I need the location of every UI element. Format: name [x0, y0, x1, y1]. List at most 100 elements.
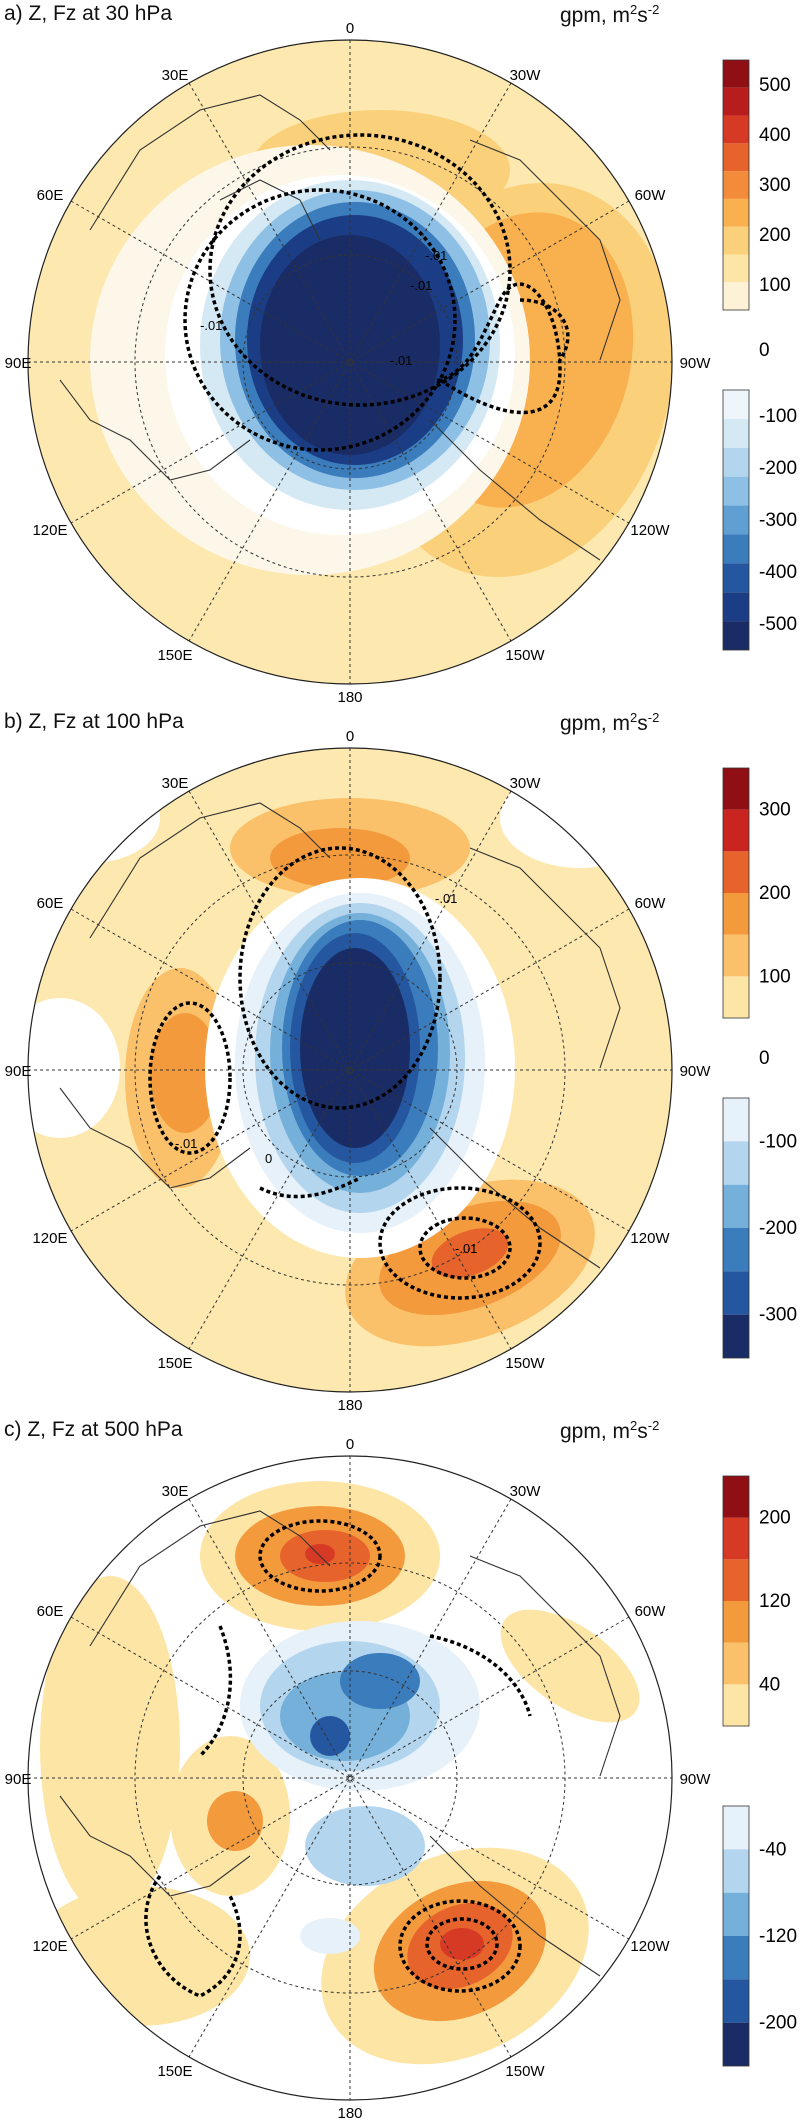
colorbar-swatch [723, 534, 749, 564]
colorbar-swatch [723, 1601, 749, 1643]
colorbar-tick: -300 [759, 510, 797, 531]
colorbar-swatch [723, 447, 749, 477]
map-rim [27, 1455, 673, 2101]
lon-label: 30W [510, 775, 542, 792]
lon-label: 180 [337, 2105, 362, 2121]
contour-label: -.01 [410, 278, 432, 293]
contour-label: -.01 [390, 353, 412, 368]
lon-label: 90W [680, 355, 712, 372]
colorbar-zero: 0 [759, 340, 770, 361]
lon-label: 90E [5, 1063, 32, 1080]
lon-label: 60E [37, 187, 64, 204]
contour-label: -.01 [200, 318, 222, 333]
colorbar-swatch [723, 563, 749, 593]
colorbar-swatch [723, 1979, 749, 2023]
colorbar-tick: 300 [759, 800, 791, 821]
lon-label: 150E [157, 647, 192, 664]
colorbar-swatch [723, 592, 749, 622]
colorbar-swatch [723, 1184, 749, 1228]
colorbar-swatch [723, 1141, 749, 1185]
lon-label: 90E [5, 355, 32, 372]
lon-label: 120E [32, 1230, 67, 1247]
polar-map-svg: 0 30W 60W 90W 120W 150W 180 150E 120E 90… [5, 1436, 797, 2121]
colorbar-tick: -300 [759, 1305, 797, 1326]
lon-label: 60E [37, 895, 64, 912]
colorbar-swatch [723, 226, 749, 255]
panel-title: a) Z, Fz at 30 hPa [4, 2, 173, 25]
colorbar-frame [722, 389, 750, 651]
panel-title: b) Z, Fz at 100 hPa [4, 710, 184, 733]
fz-contours [144, 1519, 532, 1998]
lon-label: 90W [680, 1063, 712, 1080]
fz-contours [183, 133, 570, 452]
colorbar-tick: -200 [759, 2013, 797, 2034]
lon-label: 0 [346, 728, 354, 745]
colorbar-swatch [723, 851, 749, 893]
colorbar-swatch [723, 1849, 749, 1893]
colorbar-tick: 500 [759, 75, 791, 96]
colorbar-swatch [723, 143, 749, 172]
colorbar-swatch [723, 1228, 749, 1272]
map-rim [27, 39, 673, 685]
colorbar-frame [722, 1805, 750, 2067]
units-label: gpm, m2s-2 [560, 710, 660, 735]
colorbar-tick: -200 [759, 1218, 797, 1239]
colorbar-tick: -100 [759, 406, 797, 427]
panel-title: c) Z, Fz at 500 hPa [4, 1418, 183, 1441]
contour-label: 0 [265, 1151, 272, 1166]
lon-label: 30E [162, 1483, 189, 1500]
colorbar-tick: 40 [759, 1674, 780, 1695]
colorbar: 500 400 300 200 100 -100 -200 -300 -400 -500 0 [722, 59, 797, 651]
panel-c: c) Z, Fz at 500 hPa gpm, m2s-2 [0, 1416, 800, 2121]
shaded-field [90, 110, 672, 578]
colorbar-swatch [723, 893, 749, 935]
contour-label: -.01 [425, 248, 447, 263]
colorbar-swatch [723, 1517, 749, 1560]
colorbar-frame [722, 1097, 750, 1359]
colorbar-frame [722, 59, 750, 311]
colorbar-swatch [723, 390, 749, 419]
lon-label: 180 [337, 689, 362, 705]
colorbar-swatch [723, 282, 749, 310]
lon-label: 120W [630, 1230, 670, 1247]
colorbar-swatch [723, 976, 749, 1018]
colorbar-swatch [723, 809, 749, 852]
colorbar-tick: -500 [759, 614, 797, 635]
polar-map-svg: 0 30W 60W 90W 120W 150W 180 150E 120E 90… [5, 728, 797, 1413]
lon-labels: 0 30W 60W 90W 120W 150W 180 150E 120E 90… [5, 1436, 712, 2121]
colorbar-swatch [723, 1559, 749, 1601]
colorbar-zero: 0 [759, 1048, 770, 1069]
lon-label: 90E [5, 1771, 32, 1788]
panel-b: b) Z, Fz at 100 hPa gpm, m2s-2 [0, 708, 800, 1413]
graticule [28, 1456, 672, 2100]
colorbar-swatch [723, 2022, 749, 2066]
lon-label: 150W [505, 647, 545, 664]
contour-label: -.01 [175, 1136, 197, 1151]
colorbar-swatch [723, 1936, 749, 1980]
lon-label: 30W [510, 67, 542, 84]
lon-label: 180 [337, 1397, 362, 1413]
colorbar-tick: -100 [759, 1131, 797, 1152]
colorbar-frame [722, 1475, 750, 1727]
lon-label: 120W [630, 522, 670, 539]
lon-label: 60E [37, 1603, 64, 1620]
colorbar-swatch [723, 418, 749, 448]
colorbar-tick: 200 [759, 883, 791, 904]
lon-label: 150E [157, 1355, 192, 1372]
lon-label: 150E [157, 2063, 192, 2080]
colorbar-tick: -400 [759, 562, 797, 583]
colorbar-swatch [723, 60, 749, 88]
colorbar-tick: 200 [759, 225, 791, 246]
colorbar-swatch [723, 1806, 749, 1850]
contour-labels: -.01 -.01 -.01 -.01 [200, 248, 447, 368]
colorbar-swatch [723, 171, 749, 199]
colorbar-swatch [723, 1892, 749, 1936]
units-label: gpm, m2s-2 [560, 1418, 660, 1443]
coastlines [59, 94, 621, 561]
fz-contours [148, 846, 542, 1300]
colorbar-tick: 100 [759, 275, 791, 296]
colorbar-swatch [723, 1271, 749, 1315]
colorbar-tick: -120 [759, 1926, 797, 1947]
colorbar-swatch [723, 1314, 749, 1358]
colorbar-swatch [723, 254, 749, 283]
